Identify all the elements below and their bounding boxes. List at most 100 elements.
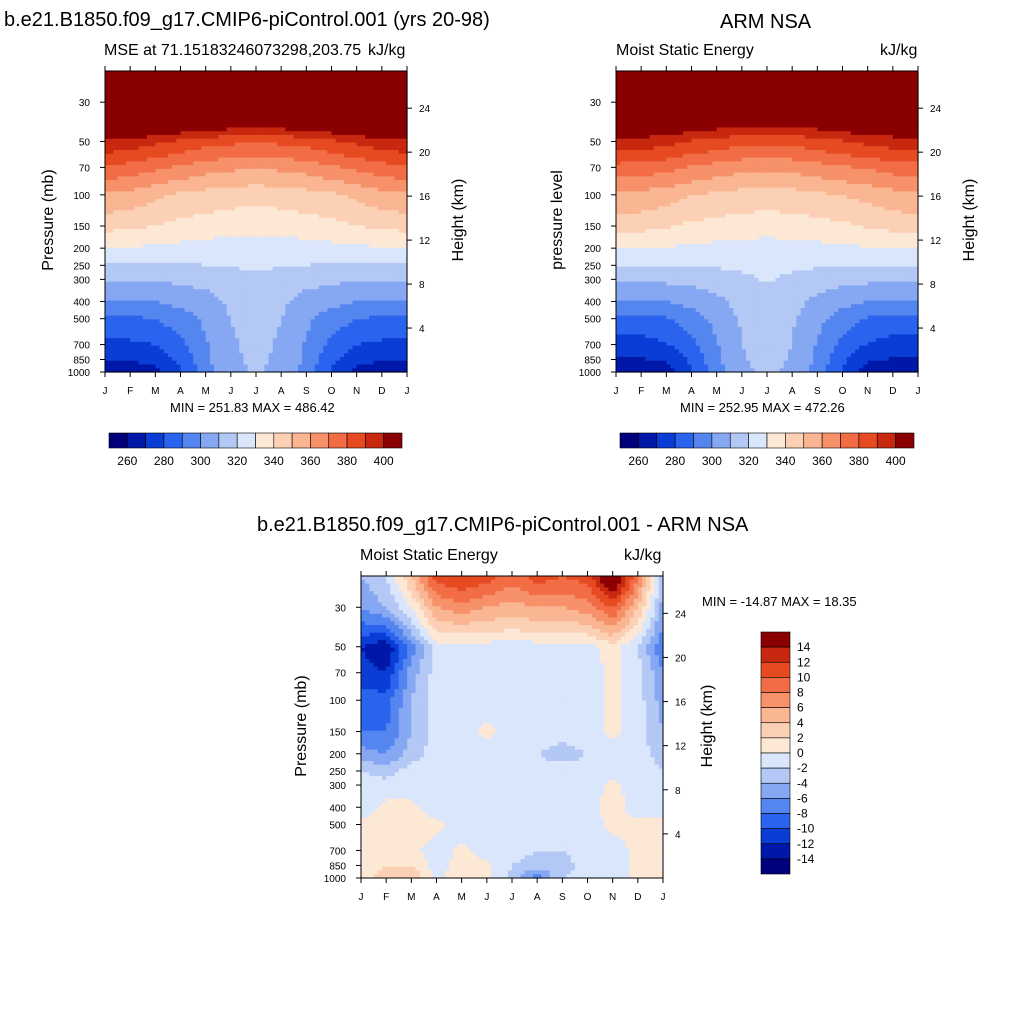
field-cell [209, 146, 215, 151]
field-cell [151, 183, 156, 189]
field-cell [373, 198, 379, 204]
field-cell [360, 86, 366, 91]
field-cell [218, 304, 224, 309]
field-cell [318, 296, 324, 302]
field-cell [289, 225, 295, 230]
field-cell [151, 187, 156, 192]
field-cell [268, 82, 274, 87]
field-cell [381, 161, 387, 166]
field-cell [327, 127, 333, 132]
field-cell [302, 82, 307, 87]
field-cell [167, 146, 173, 151]
field-cell [180, 176, 186, 181]
field-cell [310, 311, 316, 317]
field-cell [264, 183, 270, 189]
field-cell [314, 251, 320, 256]
field-cell [243, 176, 249, 181]
field-cell [167, 86, 173, 91]
field-cell [365, 304, 370, 309]
field-cell [398, 97, 404, 102]
field-cell [344, 187, 349, 192]
field-cell [260, 285, 265, 290]
field-cell [377, 191, 383, 196]
field-cell [180, 101, 186, 106]
field-cell [117, 300, 123, 305]
field-cell [218, 281, 224, 287]
field-cell [142, 157, 148, 162]
field-cell [243, 296, 249, 302]
field-cell [134, 86, 140, 91]
field-cell [373, 131, 379, 136]
field-cell [373, 183, 379, 189]
field-cell [377, 93, 383, 98]
field-cell [176, 195, 182, 200]
field-cell [172, 195, 177, 200]
field-cell [142, 274, 148, 279]
field-cell [121, 308, 127, 313]
field-cell [146, 165, 152, 170]
field-cell [323, 165, 328, 170]
field-cell [281, 146, 286, 151]
field-cell [344, 247, 349, 253]
field-cell [218, 210, 224, 215]
field-cell [390, 202, 396, 208]
field-cell [281, 247, 286, 253]
field-cell [155, 281, 161, 287]
field-cell [151, 191, 156, 196]
field-cell [331, 116, 337, 121]
field-cell [365, 157, 370, 162]
field-cell [314, 183, 320, 189]
field-cell [390, 315, 396, 320]
field-cell [188, 172, 194, 177]
field-cell [386, 217, 391, 223]
field-cell [163, 217, 169, 223]
field-cell [276, 78, 282, 83]
field-cell [297, 221, 303, 226]
field-cell [314, 138, 320, 144]
field-cell [218, 213, 224, 219]
field-cell [268, 311, 274, 317]
field-cell [365, 270, 370, 275]
field-cell [230, 232, 236, 238]
field-cell [243, 116, 249, 121]
field-cell [272, 202, 278, 208]
field-cell [386, 131, 391, 136]
field-cell [121, 71, 127, 76]
field-cell [260, 108, 265, 113]
field-cell [264, 93, 270, 98]
field-cell [201, 89, 207, 95]
field-cell [235, 146, 240, 151]
field-cell [352, 300, 358, 305]
field-cell [113, 127, 119, 132]
field-cell [386, 138, 391, 144]
field-cell [146, 255, 152, 260]
field-cell [310, 176, 316, 181]
field-cell [226, 255, 232, 260]
field-cell [331, 240, 337, 245]
field-cell [390, 292, 396, 298]
field-cell [386, 300, 391, 305]
field-cell [335, 244, 341, 249]
field-cell [289, 315, 295, 320]
field-cell [209, 74, 215, 80]
field-cell [113, 161, 119, 166]
field-cell [167, 274, 173, 279]
field-cell [365, 195, 370, 200]
field-cell [125, 172, 131, 177]
field-cell [348, 71, 354, 76]
field-cell [167, 187, 173, 192]
field-cell [214, 210, 219, 215]
field-cell [222, 142, 228, 147]
field-cell [264, 191, 270, 196]
field-cell [251, 82, 257, 87]
field-cell [205, 289, 211, 294]
field-cell [172, 123, 177, 129]
field-cell [365, 319, 370, 324]
field-cell [402, 311, 408, 317]
field-cell [348, 78, 354, 83]
field-cell [167, 262, 173, 268]
field-cell [214, 229, 219, 234]
field-cell [167, 251, 173, 256]
field-cell [176, 221, 182, 226]
field-cell [260, 323, 265, 328]
